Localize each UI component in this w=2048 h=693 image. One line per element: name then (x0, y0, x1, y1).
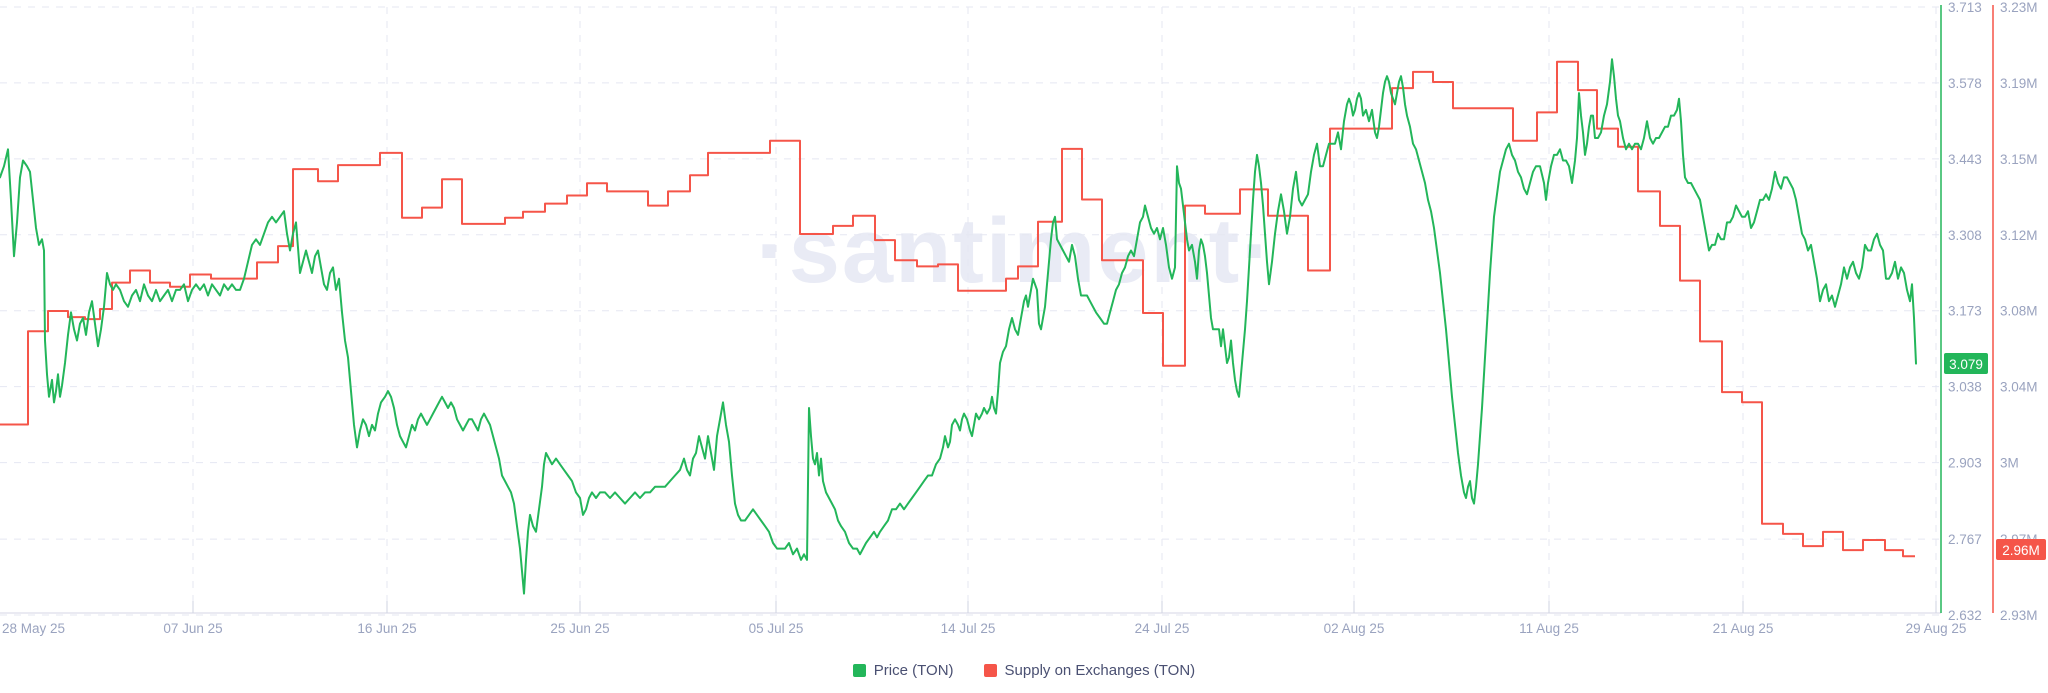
price-current-badge (1944, 353, 1988, 374)
legend-item-price[interactable]: Price (TON) (852, 661, 954, 679)
price-tick-label: 3.713 (1948, 0, 1982, 15)
date-tick-label: 29 Aug 25 (1906, 621, 1967, 636)
date-tick-label: 11 Aug 25 (1519, 621, 1579, 636)
supply-tick-label: 2.93M (2000, 608, 2038, 623)
price-tick-label: 2.632 (1948, 608, 1982, 623)
price-tick-label: 3.308 (1948, 228, 1982, 243)
price-tick-label: 3.038 (1948, 380, 1982, 395)
supply-current-badge-text: 2.96M (2002, 543, 2040, 558)
supply-current-badge (1996, 539, 2046, 560)
legend-item-supply[interactable]: Supply on Exchanges (TON) (983, 661, 1196, 679)
date-tick-label: 24 Jul 25 (1135, 621, 1190, 636)
price-line (0, 58, 1917, 595)
price-current-badge-text: 3.079 (1949, 357, 1983, 372)
supply-tick-label: 3.15M (2000, 152, 2038, 167)
date-tick-label: 28 May 25 (2, 621, 65, 636)
date-tick-label: 07 Jun 25 (163, 621, 222, 636)
supply-tick-label: 3.08M (2000, 304, 2038, 319)
chart-legend: Price (TON) Supply on Exchanges (TON) (0, 650, 2048, 690)
price-tick-label: 2.767 (1948, 532, 1982, 547)
price-tick-label: 3.578 (1948, 76, 1982, 91)
supply-tick-label: 3.23M (2000, 0, 2038, 15)
supply-line (0, 60, 1915, 558)
supply-series-swatch-icon (983, 663, 997, 677)
date-tick-label: 21 Aug 25 (1713, 621, 1774, 636)
date-tick-label: 14 Jul 25 (941, 621, 996, 636)
date-tick-label: 16 Jun 25 (357, 621, 416, 636)
date-tick-label: 02 Aug 25 (1324, 621, 1385, 636)
supply-tick-label: 3.12M (2000, 228, 2038, 243)
supply-tick-label: 3M (2000, 456, 2019, 471)
santiment-watermark: ·santiment· (756, 200, 1274, 302)
price-tick-label: 3.173 (1948, 304, 1982, 319)
price-supply-chart[interactable]: ·santiment· 3.713 3.23M 3.578 3.19M 3.443 3.15… (0, 0, 2048, 648)
legend-supply-label: Supply on Exchanges (TON) (1004, 661, 1196, 679)
date-tick-label: 25 Jun 25 (550, 621, 609, 636)
price-series-swatch-icon (852, 663, 866, 677)
legend-price-label: Price (TON) (873, 661, 954, 679)
date-tick-label: 05 Jul 25 (749, 621, 804, 636)
price-tick-label: 3.443 (1948, 152, 1982, 167)
supply-tick-label: 3.19M (2000, 76, 2038, 91)
price-tick-label: 2.903 (1948, 456, 1982, 471)
supply-tick-label: 3.04M (2000, 380, 2038, 395)
